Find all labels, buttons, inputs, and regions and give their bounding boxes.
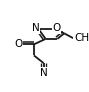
Text: N: N [40, 68, 47, 78]
Text: O: O [53, 23, 61, 33]
Text: CH₃: CH₃ [74, 33, 89, 43]
Text: N: N [32, 23, 40, 33]
Text: O: O [15, 39, 23, 49]
